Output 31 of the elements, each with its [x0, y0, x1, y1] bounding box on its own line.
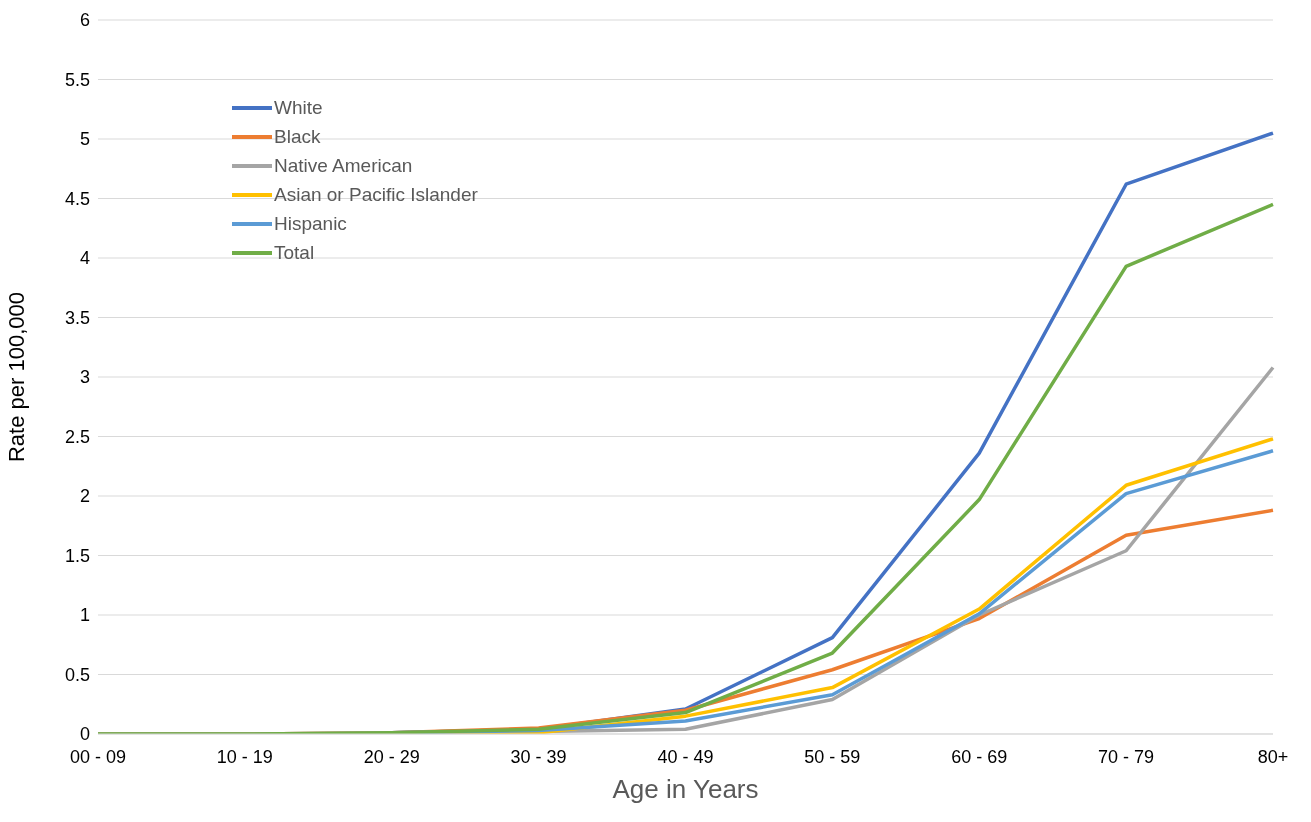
x-axis-title: Age in Years — [612, 774, 759, 804]
x-tick-label: 80+ — [1257, 746, 1289, 767]
legend-label: Hispanic — [274, 213, 347, 235]
y-tick-label: 0.5 — [64, 664, 90, 685]
x-tick-label: 10 - 19 — [216, 746, 273, 767]
y-tick-label: 5.5 — [64, 69, 90, 90]
x-tick-label: 20 - 29 — [363, 746, 420, 767]
y-tick-label: 3 — [79, 367, 90, 388]
legend-label: White — [274, 97, 323, 119]
y-tick-label: 5 — [79, 129, 90, 150]
y-tick-label: 0 — [79, 724, 90, 745]
x-tick-label: 00 - 09 — [69, 746, 127, 767]
x-tick-label: 50 - 59 — [804, 746, 861, 767]
line-series — [96, 202, 1275, 734]
legend-label: Black — [274, 126, 321, 148]
legend-label: Total — [274, 242, 315, 264]
x-tick-label: 60 - 69 — [951, 746, 1008, 767]
y-tick-label: 4 — [79, 248, 90, 269]
legend-label: Asian or Pacific Islander — [274, 184, 478, 206]
y-tick-label: 6 — [79, 10, 90, 31]
x-tick-label: 30 - 39 — [510, 746, 567, 767]
y-tick-label: 2.5 — [64, 426, 90, 447]
y-axis-title: Rate per 100,000 — [3, 291, 29, 463]
y-tick-label: 4.5 — [64, 188, 90, 209]
x-tick-label: 40 - 49 — [657, 746, 714, 767]
y-tick-label: 1 — [79, 605, 90, 626]
y-tick-label: 3.5 — [64, 307, 90, 328]
x-tick-label: 70 - 79 — [1098, 746, 1155, 767]
legend-label: Native American — [274, 155, 413, 177]
y-tick-label: 1.5 — [64, 545, 90, 566]
y-tick-label: 2 — [79, 486, 90, 507]
